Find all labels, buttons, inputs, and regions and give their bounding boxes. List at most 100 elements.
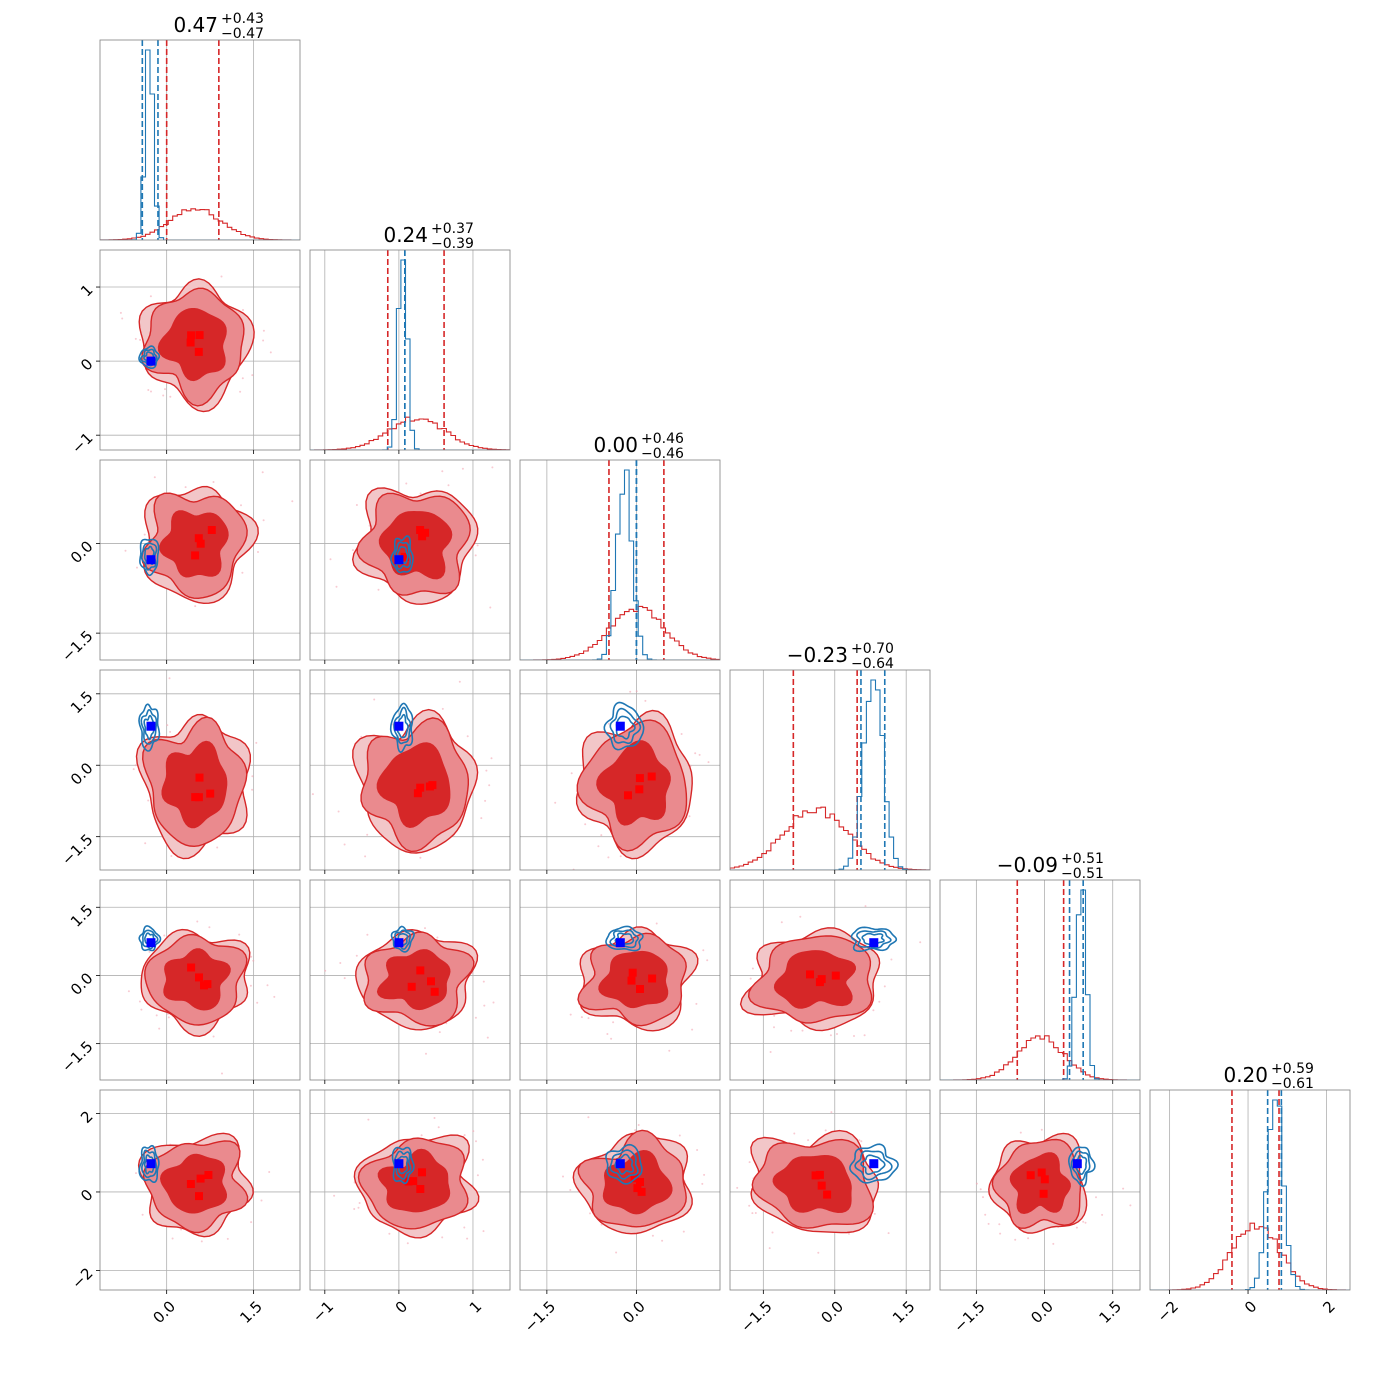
- sample-point: [490, 757, 493, 760]
- panel-4-0: −1.5 0.0 1.5: [58, 879, 301, 1084]
- sample-point: [1084, 1221, 1087, 1224]
- x-tick-label: −1: [309, 1297, 337, 1325]
- title-plus: +0.59: [1271, 1061, 1314, 1077]
- red-marker: [195, 1192, 203, 1201]
- sample-point: [860, 1140, 863, 1143]
- sample-point: [163, 934, 166, 937]
- sample-point: [364, 855, 367, 858]
- blue-contour: [854, 1150, 893, 1181]
- sample-point: [597, 845, 600, 848]
- red-marker: [817, 975, 826, 984]
- sample-point: [221, 1072, 223, 1075]
- sample-point: [184, 486, 187, 489]
- sample-point: [678, 1134, 681, 1137]
- truth-marker: [1072, 1159, 1082, 1169]
- sample-point: [584, 823, 587, 826]
- panel-background: [730, 670, 930, 870]
- sample-point: [668, 1049, 671, 1052]
- sample-point: [419, 856, 422, 859]
- red-marker: [191, 793, 200, 802]
- panel-frame: [309, 1089, 511, 1291]
- sample-point: [141, 1213, 144, 1216]
- red-marker: [196, 539, 205, 548]
- sample-point: [355, 504, 358, 506]
- truth-marker: [146, 555, 156, 565]
- sample-point: [1027, 1237, 1030, 1240]
- panel-frame: [1149, 1089, 1351, 1291]
- truth-marker: [146, 356, 156, 366]
- sample-point: [463, 1134, 466, 1137]
- red-marker: [187, 331, 196, 340]
- y-tick-label: 0.0: [67, 537, 97, 567]
- sample-point: [136, 566, 138, 569]
- title-value: 0.00: [593, 433, 638, 457]
- sample-point: [824, 1129, 827, 1132]
- truth-marker: [146, 1159, 156, 1169]
- sample-point: [335, 585, 338, 588]
- sample-point: [242, 309, 244, 311]
- sample-point: [250, 955, 253, 958]
- sample-point: [691, 1028, 694, 1031]
- red-marker: [628, 968, 637, 977]
- panel-frame: [729, 879, 931, 1081]
- sample-point: [167, 1016, 170, 1019]
- red-marker: [186, 338, 195, 347]
- sample-point: [212, 1035, 215, 1038]
- sample-point: [773, 1026, 775, 1029]
- title-plus: +0.51: [1061, 851, 1104, 867]
- sample-point: [769, 1051, 772, 1053]
- sample-point: [488, 784, 491, 787]
- sample-point: [1014, 1238, 1017, 1241]
- sample-point: [170, 855, 173, 857]
- red-marker: [416, 1185, 425, 1193]
- panel-frame: [99, 459, 301, 661]
- sample-point: [696, 1149, 699, 1151]
- sample-point: [998, 1223, 1001, 1226]
- red-marker: [186, 1180, 195, 1188]
- title-minus: −0.39: [431, 236, 474, 252]
- sample-point: [853, 1035, 855, 1037]
- sample-point: [606, 1033, 609, 1035]
- red-marker: [204, 1171, 213, 1179]
- sample-point: [358, 1202, 361, 1204]
- title-value: −0.09: [997, 853, 1058, 877]
- red-marker: [191, 551, 200, 560]
- sample-point: [698, 753, 701, 756]
- red-marker: [648, 974, 657, 983]
- title-minus: −0.47: [221, 26, 264, 42]
- title-value: 0.20: [1223, 1063, 1268, 1087]
- sample-point: [848, 1232, 850, 1235]
- x-tick-label: 2: [1319, 1297, 1338, 1316]
- sample-point: [1122, 1187, 1125, 1190]
- blue-contour: [389, 702, 414, 754]
- panel-frame: [729, 1089, 931, 1291]
- red-marker: [831, 971, 840, 980]
- sample-point: [447, 484, 450, 487]
- sample-point: [919, 941, 922, 944]
- title-minus: −0.46: [641, 446, 684, 462]
- sample-point: [858, 1139, 861, 1142]
- sample-point: [607, 722, 610, 725]
- y-tick-label: 2: [77, 1107, 96, 1126]
- sample-point: [241, 377, 244, 380]
- sample-point: [707, 761, 710, 764]
- sample-point: [329, 558, 332, 561]
- panel-4-1: [309, 879, 511, 1084]
- sample-point: [607, 856, 610, 859]
- sample-point: [1052, 1242, 1055, 1245]
- red-contour-inner: [376, 742, 451, 829]
- sample-point: [351, 549, 354, 552]
- red-marker: [1037, 1168, 1046, 1177]
- sample-point: [864, 905, 867, 908]
- sample-point: [262, 519, 265, 522]
- sample-point: [780, 921, 783, 924]
- panel-background: [1150, 1090, 1350, 1290]
- red-marker: [811, 1171, 820, 1180]
- sample-point: [251, 788, 254, 791]
- sample-point: [492, 1001, 495, 1004]
- sample-point: [419, 492, 422, 495]
- blue-contour: [138, 925, 162, 952]
- panel-5-5: −2 0 2: [1149, 1089, 1351, 1326]
- sample-point: [655, 922, 658, 925]
- sample-point: [736, 1186, 739, 1189]
